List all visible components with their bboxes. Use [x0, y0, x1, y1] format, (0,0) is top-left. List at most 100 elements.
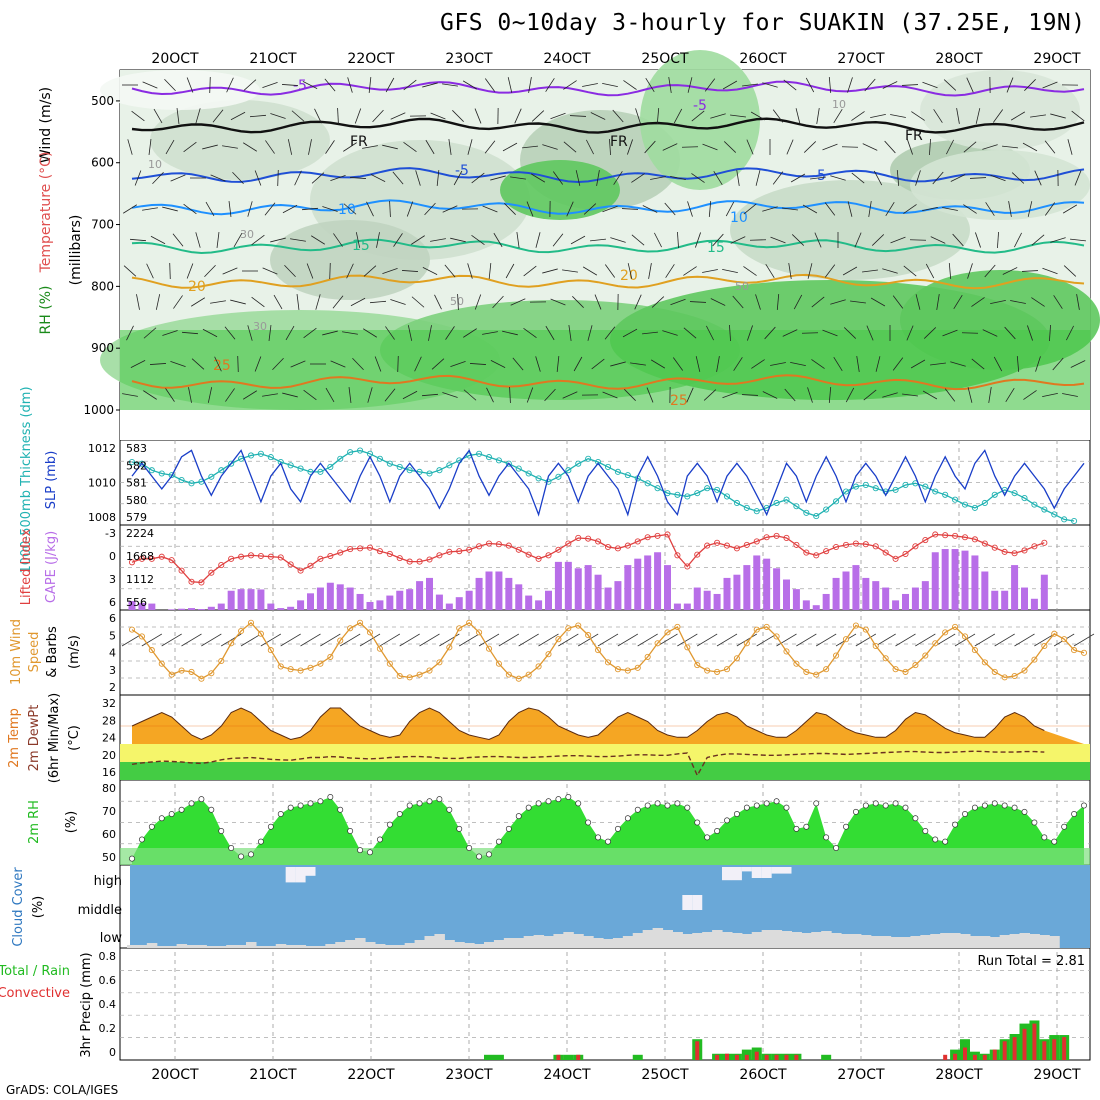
cape-bar: [892, 600, 900, 610]
wind-barb: [169, 262, 171, 280]
wind-barb: [1035, 356, 1041, 372]
wind-barb: [493, 232, 503, 248]
low-cloud-bar: [682, 934, 693, 948]
wind-barb: [411, 296, 425, 308]
cape-bar: [178, 608, 186, 610]
wind-barb: [294, 170, 302, 186]
cape-bar: [1030, 598, 1038, 610]
ytick-cape: -3: [105, 527, 116, 540]
credit-text: GrADS: COLA/IGES: [6, 1083, 119, 1097]
temp-band-yellow: [120, 744, 1090, 762]
wind-barb: [270, 113, 286, 119]
wind-barb: [330, 360, 346, 368]
wind-barb: [943, 79, 957, 91]
surface-wind-barb: [359, 633, 381, 647]
low-cloud-bar: [226, 945, 237, 948]
cape-bar: [188, 608, 195, 610]
wind-barb: [631, 234, 645, 246]
wind-barb: [563, 80, 577, 90]
wind-barb: [212, 109, 224, 123]
date-label-top: 22OCT: [347, 51, 395, 67]
wind-barb: [1076, 294, 1080, 310]
precip-convective-bar: [943, 1054, 948, 1060]
low-cloud-bar: [771, 930, 783, 948]
wind-barb: [903, 265, 917, 277]
wind-barb: [1042, 267, 1058, 275]
low-cloud-bar: [176, 944, 188, 948]
wind-barb: [1004, 326, 1016, 340]
low-cloud-bar: [712, 930, 723, 948]
wind-barb: [864, 78, 876, 92]
rh-point: [386, 821, 393, 828]
rh-point: [198, 796, 205, 803]
low-cloud-bar: [1019, 933, 1030, 948]
ua-ytick: 900: [91, 341, 114, 355]
low-cloud-bar: [989, 937, 1001, 948]
wind-barb: [695, 232, 701, 248]
low-cloud-bar: [860, 935, 872, 948]
wind-barb: [545, 78, 555, 92]
wind-barb: [1052, 357, 1064, 371]
cape-bar: [396, 590, 404, 610]
precip-total-bar: [632, 1054, 643, 1060]
isotherm-label: 20: [620, 268, 638, 284]
wind-barb: [856, 356, 860, 372]
wind-barb: [490, 175, 506, 181]
wind-barb: [762, 391, 778, 399]
rh-point: [545, 798, 552, 805]
wind-barb: [708, 200, 712, 218]
low-cloud-bar: [394, 945, 406, 948]
wind-barb: [343, 203, 357, 215]
wind-barb: [225, 388, 235, 402]
rh-point: [327, 794, 334, 800]
wind-barb: [442, 205, 458, 213]
wind-barb: [967, 387, 973, 403]
low-cloud-bar: [612, 938, 624, 948]
ua-ytick: 600: [91, 156, 114, 170]
wind-barb: [871, 234, 885, 246]
isotherm-label: FR: [905, 128, 923, 144]
wind-barb: [469, 363, 487, 365]
cape-bar: [307, 593, 314, 610]
panel-frame-wind: [119, 609, 1091, 696]
wind-barb: [841, 146, 859, 148]
wind-barb: [890, 236, 906, 244]
wind-barb: [783, 79, 797, 91]
wind-barb: [183, 141, 197, 153]
rh-point: [605, 838, 611, 845]
wind-barb: [284, 264, 296, 278]
wind-barb: [1070, 360, 1086, 368]
wind-barb: [953, 295, 963, 309]
surface-wind-barb: [796, 633, 817, 647]
low-cloud-bar: [573, 934, 584, 948]
rh-point: [436, 796, 443, 803]
wind-barb: [282, 392, 298, 398]
wind-barb: [505, 263, 515, 279]
rh-point: [843, 823, 849, 830]
wind-barb: [587, 325, 593, 341]
wind-barb: [602, 82, 618, 88]
rh-point: [357, 847, 364, 854]
wind-barb: [810, 176, 826, 180]
surface-wind-barb: [538, 633, 559, 647]
cape-bar: [406, 589, 414, 610]
cape-bar: [237, 589, 245, 610]
wind-barb: [930, 362, 946, 366]
cape-bar: [1021, 587, 1028, 610]
cape-bar: [1040, 574, 1048, 610]
cape-bar: [683, 603, 691, 610]
wind-barb: [490, 360, 506, 368]
slp-point-line: [131, 449, 1085, 517]
mid-cloud-gap: [682, 895, 693, 910]
rh-point: [852, 808, 859, 815]
panel-frame-pre: [119, 947, 1091, 1061]
wind-barb: [262, 267, 278, 275]
wind-barb: [122, 393, 138, 397]
wind-barb: [210, 174, 226, 182]
ytick-wind: 2: [109, 681, 116, 694]
wind-barb: [875, 356, 881, 372]
rh-point: [1071, 811, 1078, 817]
rh-point: [684, 804, 691, 811]
wind-barb: [1005, 388, 1015, 402]
cape-bar: [733, 574, 741, 610]
